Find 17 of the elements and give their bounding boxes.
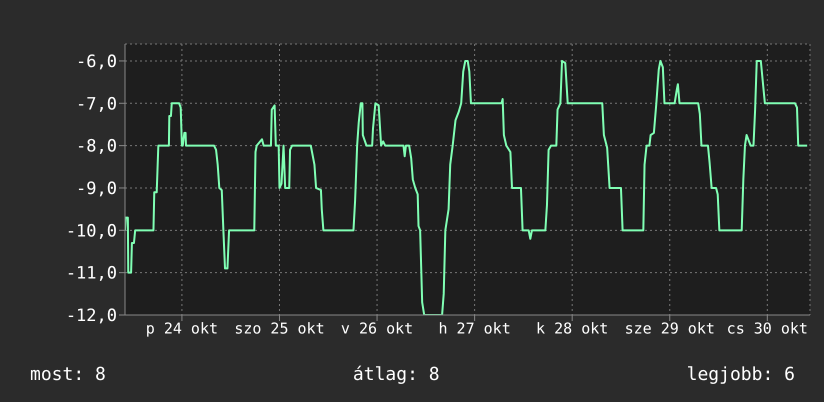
x-tick-label: p 24 okt bbox=[146, 320, 218, 338]
y-tick-label: -11,0 bbox=[66, 264, 117, 284]
y-tick-label: -8,0 bbox=[76, 136, 117, 157]
x-tick-label: sze 29 okt bbox=[624, 320, 715, 338]
y-tick-label: -9,0 bbox=[76, 179, 117, 200]
y-tick-label: -10,0 bbox=[66, 221, 117, 242]
x-tick-label: k 28 okt bbox=[536, 320, 608, 338]
x-tick-label: cs 30 okt bbox=[726, 320, 808, 338]
text: legjobb: 6 bbox=[686, 364, 795, 385]
text: most: 8 bbox=[30, 364, 106, 385]
y-tick-label: -12,0 bbox=[66, 306, 117, 326]
x-tick-label: v 26 okt bbox=[340, 320, 414, 338]
x-tick-label: h 27 okt bbox=[438, 320, 511, 338]
x-tick-label: szo 25 okt bbox=[234, 320, 325, 338]
y-tick-label: -7,0 bbox=[76, 94, 117, 114]
y-tick-label: -6,0 bbox=[76, 52, 117, 72]
text: átlag: 8 bbox=[352, 364, 440, 385]
